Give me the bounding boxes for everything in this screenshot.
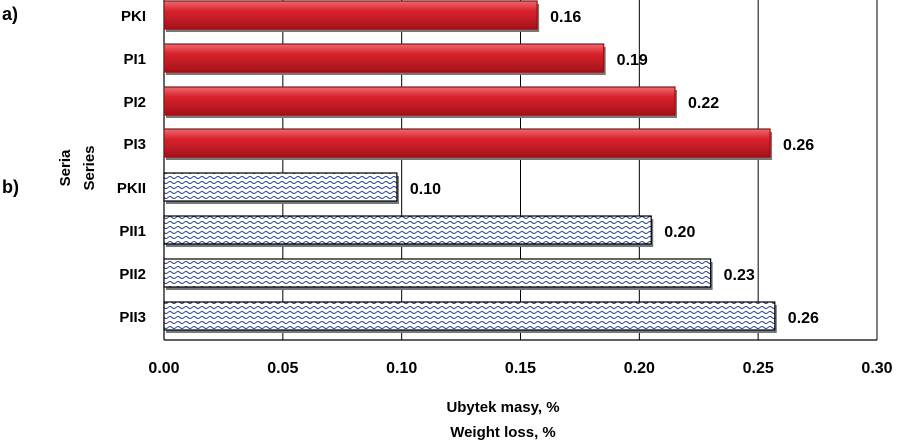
category-label-pi1: PI1 xyxy=(123,51,146,68)
category-label-pi3: PI3 xyxy=(123,136,146,153)
panel-label-a: a) xyxy=(2,4,18,24)
x-tick-label-3: 0.15 xyxy=(505,360,536,377)
bar-pii2 xyxy=(163,258,712,288)
x-tick-label-5: 0.25 xyxy=(743,360,774,377)
labels: PKI 0.16 PI1 0.19 PI2 0.22 PI3 0.26 PKII 0.10 PII1… xyxy=(2,4,893,441)
bar-pii3 xyxy=(163,301,776,331)
data-label-pii1: 0.20 xyxy=(664,224,695,241)
bar-pi3 xyxy=(163,128,771,158)
data-label-pii2: 0.23 xyxy=(724,267,755,284)
data-label-pi1: 0.19 xyxy=(617,52,648,69)
category-label-pki: PKI xyxy=(121,8,146,25)
data-label-pii3: 0.26 xyxy=(788,310,819,327)
bars xyxy=(163,0,777,333)
category-label-pii3: PII3 xyxy=(119,309,146,326)
y-axis-label-pl: Seria xyxy=(57,149,74,186)
panel-label-b: b) xyxy=(2,177,19,197)
x-tick-label-0: 0.00 xyxy=(148,360,179,377)
x-tick-label-1: 0.05 xyxy=(267,360,298,377)
bar-pii1 xyxy=(163,215,652,245)
bar-pkii xyxy=(163,172,398,202)
x-tick-label-2: 0.10 xyxy=(386,360,417,377)
y-axis-label-en: Series xyxy=(81,145,98,190)
data-label-pi3: 0.26 xyxy=(783,137,814,154)
x-axis-label-en: Weight loss, % xyxy=(450,424,556,441)
data-label-pkii: 0.10 xyxy=(410,181,441,198)
category-label-pkii: PKII xyxy=(117,180,146,197)
bar-pi2 xyxy=(163,86,676,116)
category-label-pii1: PII1 xyxy=(119,223,146,240)
x-axis-label-pl: Ubytek masy, % xyxy=(446,399,559,416)
data-label-pi2: 0.22 xyxy=(688,95,719,112)
bar-pi1 xyxy=(163,43,605,73)
category-label-pii2: PII2 xyxy=(119,266,146,283)
x-tick-label-4: 0.20 xyxy=(624,360,655,377)
category-label-pi2: PI2 xyxy=(123,94,146,111)
data-label-pki: 0.16 xyxy=(550,9,581,26)
bar-pki xyxy=(163,0,538,30)
x-tick-label-6: 0.30 xyxy=(861,360,892,377)
